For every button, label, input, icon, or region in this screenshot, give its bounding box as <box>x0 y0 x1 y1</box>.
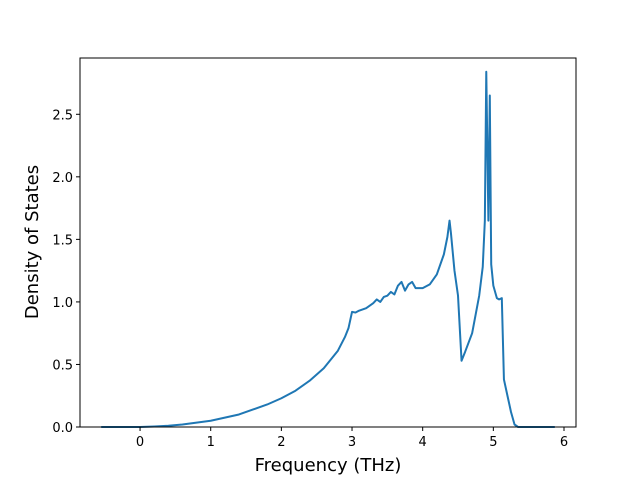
x-tick-label: 3 <box>348 435 356 450</box>
x-tick-label: 4 <box>419 435 427 450</box>
x-axis-ticks: 0 1 2 3 4 5 6 <box>136 427 568 450</box>
x-tick-label: 1 <box>207 435 215 450</box>
y-axis-ticks: 0.0 0.5 1.0 1.5 2.0 2.5 <box>52 108 80 436</box>
x-tick-label: 0 <box>136 435 144 450</box>
dos-series-line-0 <box>101 70 555 428</box>
axes-frame <box>79 57 577 428</box>
y-tick-label: 0.5 <box>52 358 73 373</box>
y-tick-label: 0.0 <box>52 421 73 436</box>
plot-area <box>79 57 577 428</box>
x-tick-label: 2 <box>277 435 285 450</box>
x-axis-label: Frequency (THz) <box>255 455 402 476</box>
y-tick-label: 2.5 <box>52 108 73 123</box>
y-tick-label: 2.0 <box>52 171 73 186</box>
x-tick-label: 5 <box>489 435 497 450</box>
y-axis-label: Density of States <box>22 165 43 319</box>
y-tick-label: 1.0 <box>52 296 73 311</box>
y-tick-label: 1.5 <box>52 233 73 248</box>
x-tick-label: 6 <box>560 435 568 450</box>
